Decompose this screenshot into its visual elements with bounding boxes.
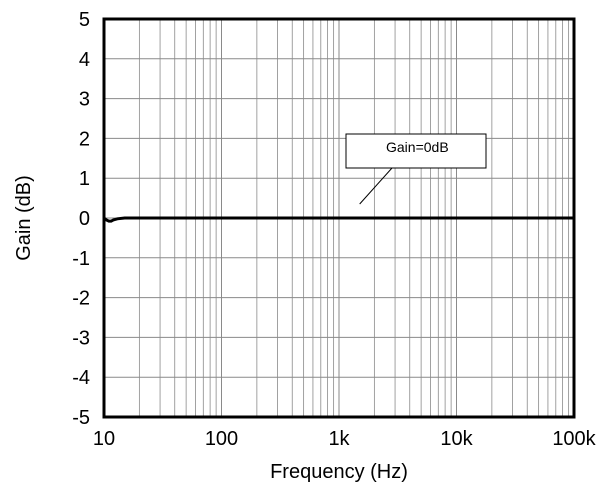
annotations: Gain=0dB [345, 133, 487, 205]
y-tick-label: -4 [72, 367, 90, 389]
x-axis-label: Frequency (Hz) [270, 461, 408, 483]
annotation-leader-line [359, 167, 393, 205]
x-tick-label: 10 [93, 428, 115, 450]
gain-series-line [103, 216, 574, 223]
y-tick-label: 0 [79, 208, 90, 230]
y-tick-label: 1 [79, 168, 90, 190]
x-tick-label: 100k [552, 428, 596, 450]
x-tick-label: 1k [328, 428, 350, 450]
y-tick-label: -1 [72, 248, 90, 270]
annotation-box [345, 133, 487, 169]
y-tick-label: 3 [79, 89, 90, 111]
y-tick-label: -3 [72, 327, 90, 349]
x-tick-labels: 10 100 1k 10k 100k [93, 428, 597, 450]
y-tick-label: -2 [72, 288, 90, 310]
series-layer [103, 216, 574, 223]
y-tick-label: 5 [79, 9, 90, 31]
y-axis-label: Gain (dB) [13, 175, 35, 261]
plot-frame [102, 17, 576, 419]
y-tick-label: 4 [79, 49, 90, 71]
x-tick-label: 10k [440, 428, 473, 450]
x-tick-label: 100 [205, 428, 238, 450]
y-tick-label: -5 [72, 407, 90, 429]
y-tick-label: 2 [79, 128, 90, 150]
y-tick-labels: 5 4 3 2 1 0 -1 -2 -3 -4 -5 [72, 9, 90, 429]
annotation-text: Gain=0dB [386, 139, 449, 155]
